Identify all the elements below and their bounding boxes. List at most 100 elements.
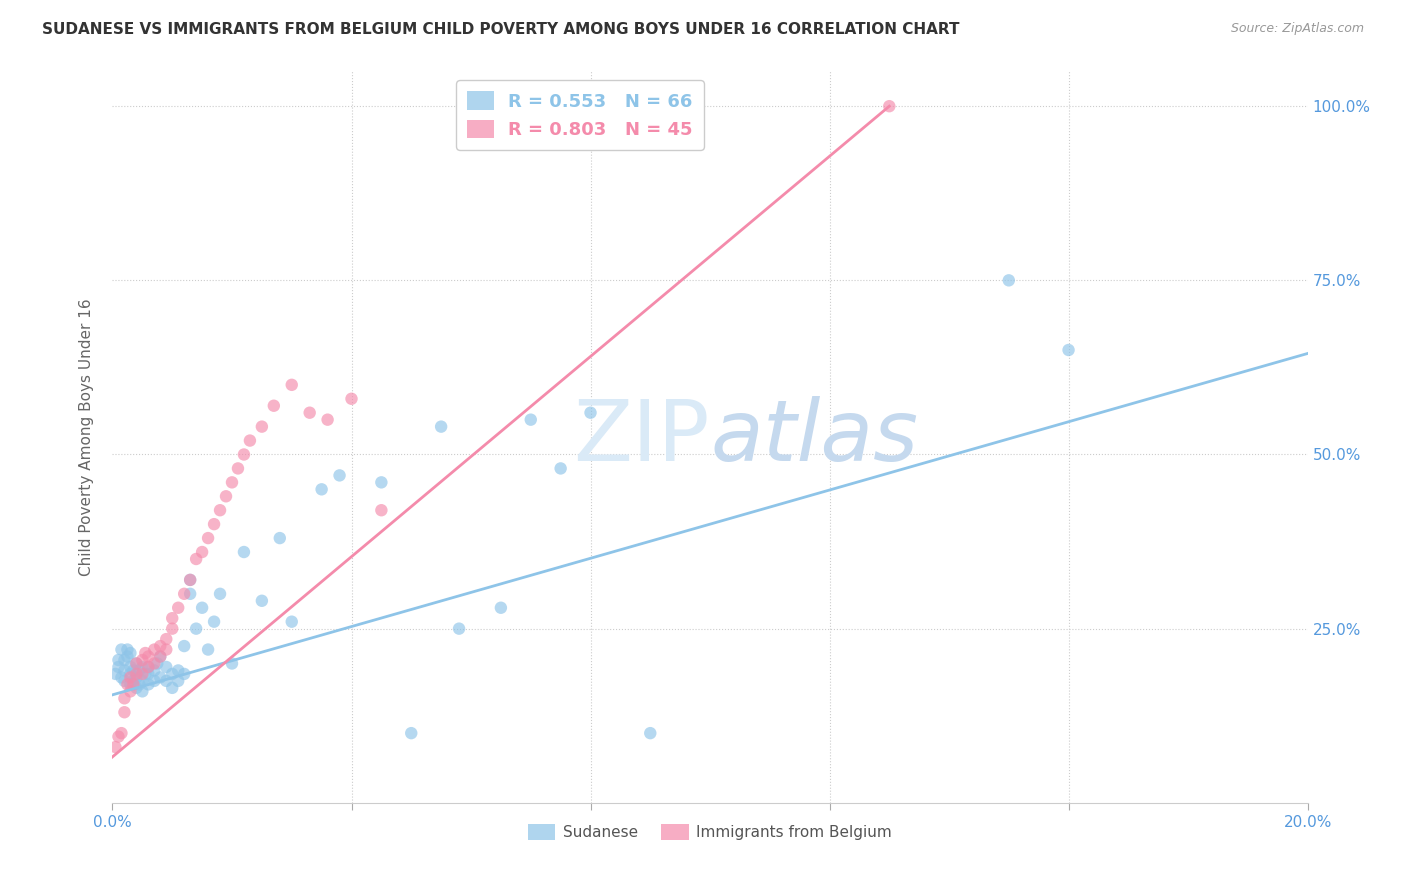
Point [120,646,142,660]
Point [316,412,339,426]
Point [489,600,512,615]
Point [250,419,273,434]
Point [281,377,304,392]
Point [179,573,201,587]
Point [125,670,148,684]
Point [143,673,166,688]
Point [117,677,139,691]
Point [131,673,153,688]
Point [250,594,273,608]
Point [202,615,225,629]
Point [329,468,352,483]
Point [173,587,195,601]
Point [107,653,129,667]
Point [226,461,249,475]
Point [239,434,262,448]
Point [107,730,129,744]
Point [110,726,132,740]
Point [520,412,543,426]
Point [162,667,183,681]
Point [131,660,153,674]
Point [138,667,160,681]
Point [149,649,172,664]
Point [104,740,127,755]
Point [1057,343,1080,357]
Point [173,667,195,681]
Point [186,552,208,566]
Point [155,632,177,646]
Point [197,642,219,657]
Point [879,99,901,113]
Point [370,475,392,490]
Point [311,483,333,497]
Point [114,673,135,688]
Point [233,448,256,462]
Point [401,726,423,740]
Point [125,667,148,681]
Text: SUDANESE VS IMMIGRANTS FROM BELGIUM CHILD POVERTY AMONG BOYS UNDER 16 CORRELATIO: SUDANESE VS IMMIGRANTS FROM BELGIUM CHIL… [42,22,960,37]
Point [122,673,145,688]
Text: Source: ZipAtlas.com: Source: ZipAtlas.com [1230,22,1364,36]
Point [179,587,201,601]
Point [281,615,304,629]
Point [449,622,471,636]
Point [149,649,172,664]
Point [143,664,166,678]
Point [120,667,142,681]
Point [104,667,127,681]
Point [998,273,1021,287]
Point [162,611,183,625]
Point [197,531,219,545]
Point [138,677,160,691]
Text: atlas: atlas [710,395,918,479]
Point [155,642,177,657]
Point [143,657,166,671]
Point [191,545,214,559]
Point [579,406,602,420]
Point [134,646,156,660]
Point [430,419,453,434]
Point [114,653,135,667]
Point [162,622,183,636]
Point [340,392,363,406]
Point [125,657,148,671]
Point [149,639,172,653]
Point [143,642,166,657]
Point [120,670,142,684]
Point [370,503,392,517]
Point [550,461,572,475]
Point [117,649,139,664]
Point [114,705,135,719]
Point [138,649,160,664]
Legend: Sudanese, Immigrants from Belgium: Sudanese, Immigrants from Belgium [522,818,898,847]
Point [209,587,232,601]
Point [128,677,150,691]
Point [131,667,153,681]
Point [179,573,201,587]
Point [155,673,177,688]
Point [120,660,142,674]
Point [125,657,148,671]
Point [191,600,214,615]
Point [107,660,129,674]
Point [134,667,156,681]
Point [122,677,145,691]
Point [131,684,153,698]
Point [162,681,183,695]
Point [167,664,190,678]
Y-axis label: Child Poverty Among Boys Under 16: Child Poverty Among Boys Under 16 [79,298,94,576]
Point [215,489,238,503]
Point [202,517,225,532]
Point [138,660,160,674]
Point [186,622,208,636]
Point [122,664,145,678]
Point [167,600,190,615]
Point [128,664,150,678]
Point [110,642,132,657]
Point [138,660,160,674]
Point [263,399,285,413]
Point [155,660,177,674]
Point [149,670,172,684]
Point [640,726,662,740]
Point [110,670,132,684]
